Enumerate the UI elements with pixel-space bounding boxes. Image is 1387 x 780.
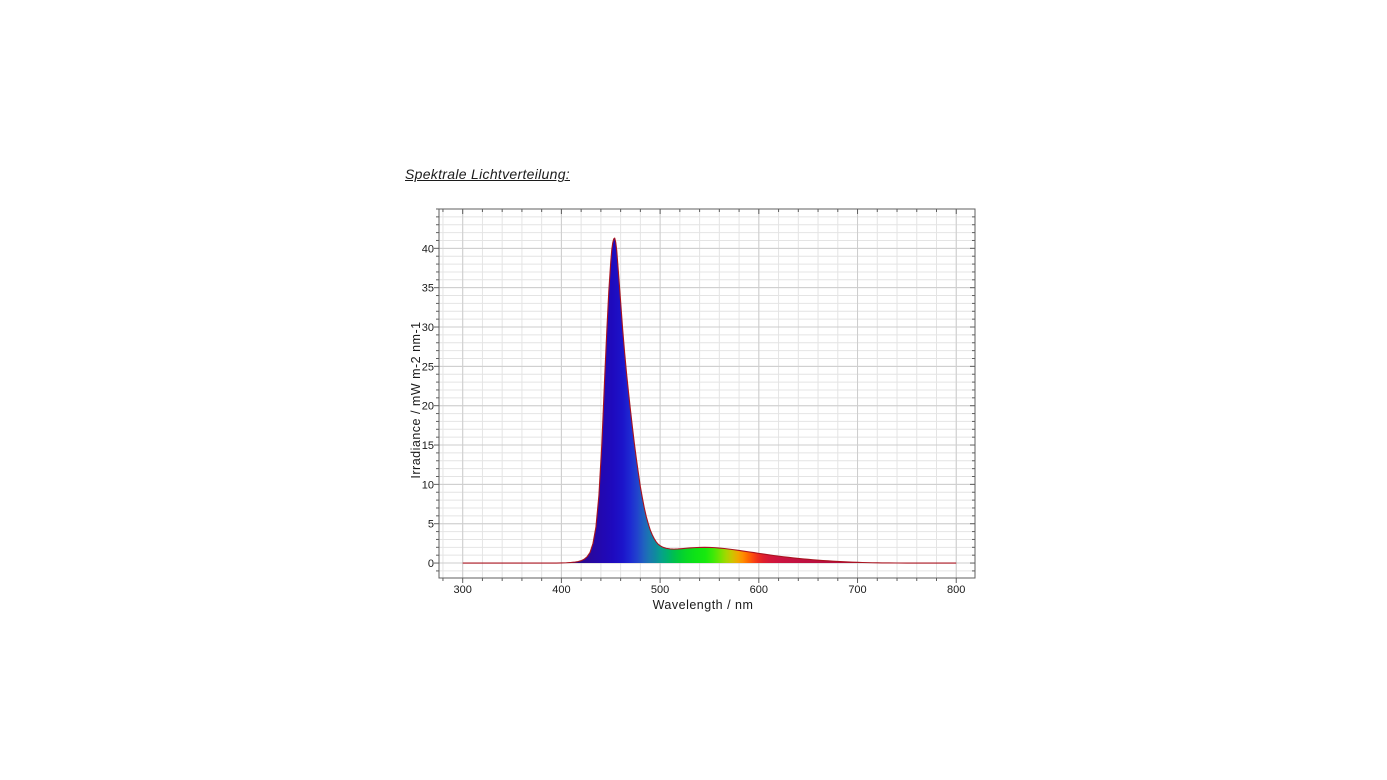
y-tick-label: 5 <box>428 519 434 531</box>
plot-frame <box>438 208 976 579</box>
spectrum-outline <box>462 237 957 564</box>
x-axis-title: Wavelength / nm <box>653 598 754 612</box>
y-axis-title: Irradiance / mW m-2 nm-1 <box>409 321 423 478</box>
section-title: Spektrale Lichtverteilung: <box>405 166 570 182</box>
x-tick-label: 700 <box>848 584 866 596</box>
spectrum-area <box>462 238 957 564</box>
y-tick-label: 20 <box>422 401 434 413</box>
x-tick-label: 300 <box>454 584 472 596</box>
y-tick-label: 30 <box>422 322 434 334</box>
y-tick-label: 40 <box>422 243 434 255</box>
y-tick-label: 0 <box>428 558 434 570</box>
y-tick-label: 15 <box>422 440 434 452</box>
x-tick-label: 600 <box>750 584 768 596</box>
y-tick-label: 25 <box>422 361 434 373</box>
x-tick-label: 800 <box>947 584 965 596</box>
y-tick-label: 35 <box>422 283 434 295</box>
x-tick-label: 400 <box>552 584 570 596</box>
x-tick-label: 500 <box>651 584 669 596</box>
y-tick-label: 10 <box>422 479 434 491</box>
